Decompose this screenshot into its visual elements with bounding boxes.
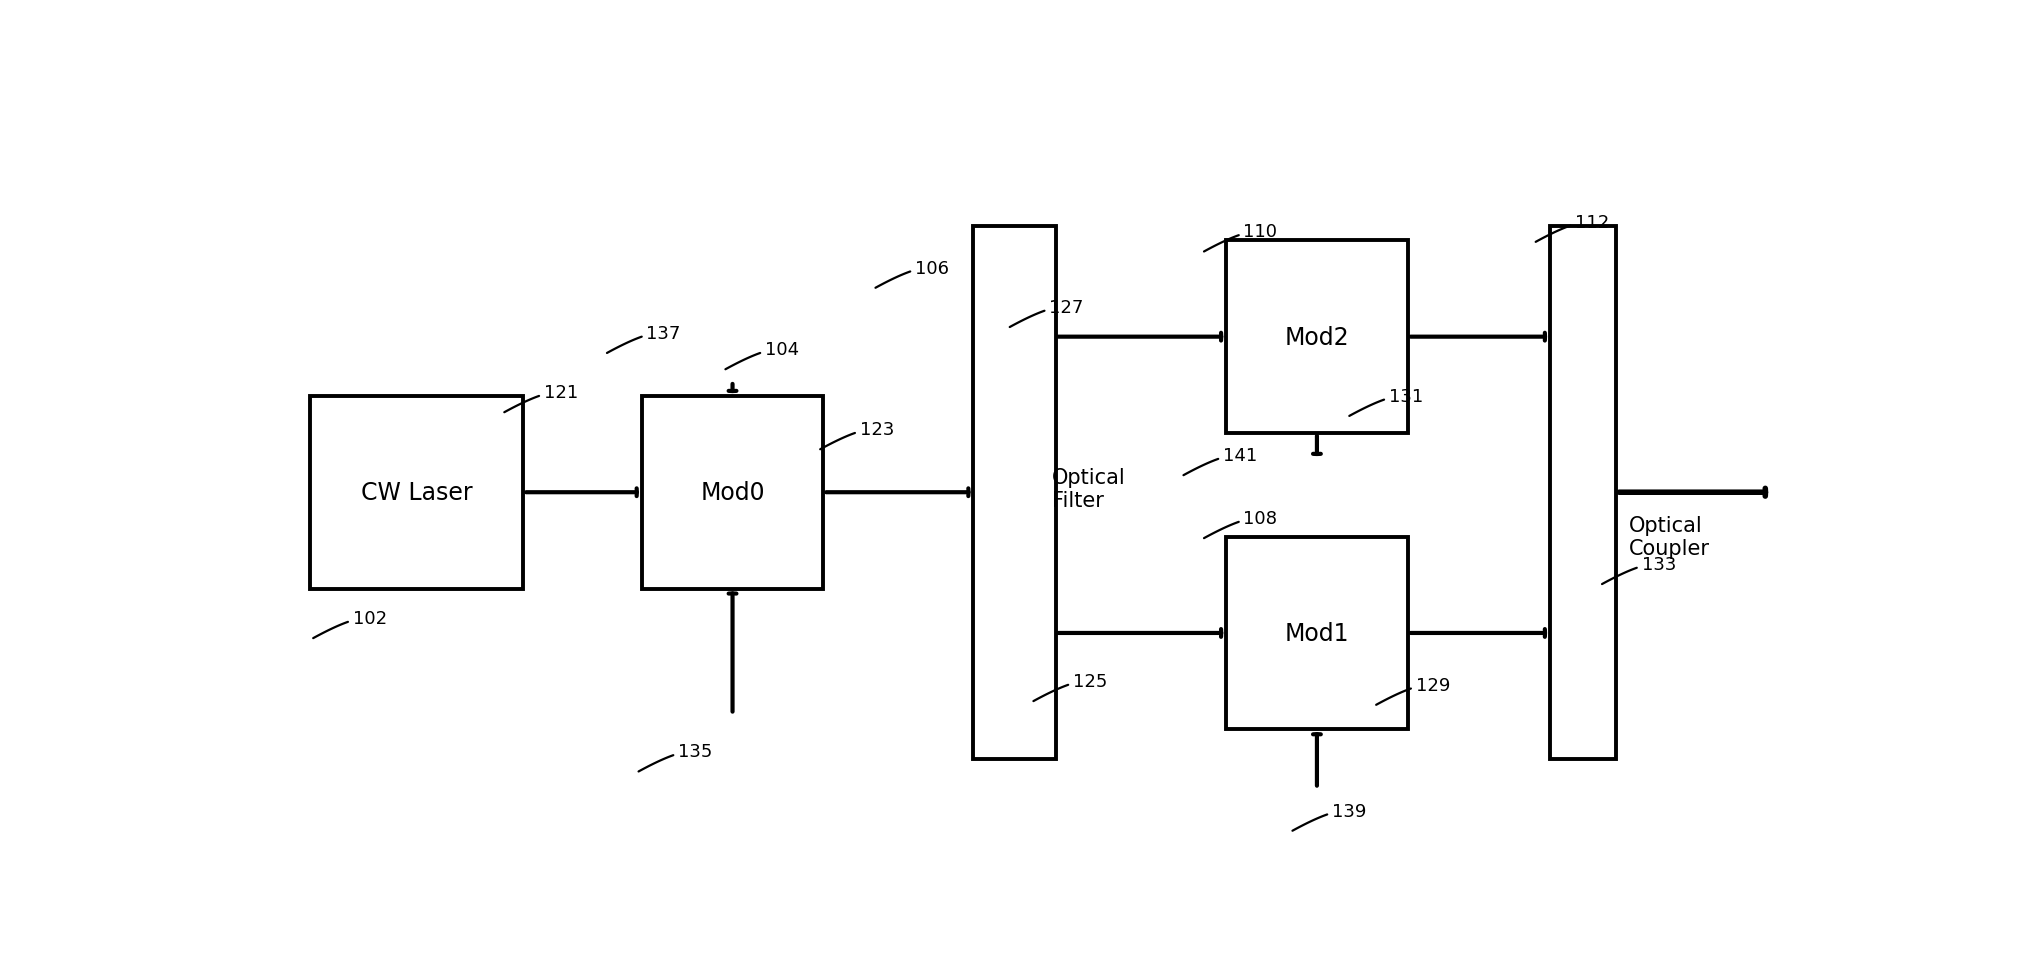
Text: 127: 127 xyxy=(1050,299,1084,317)
FancyBboxPatch shape xyxy=(974,227,1056,759)
FancyBboxPatch shape xyxy=(642,397,823,589)
FancyBboxPatch shape xyxy=(1227,537,1408,729)
Text: 112: 112 xyxy=(1575,213,1610,232)
Text: 123: 123 xyxy=(860,421,895,439)
Text: 137: 137 xyxy=(646,325,681,343)
Text: Mod2: Mod2 xyxy=(1284,326,1349,349)
Text: 133: 133 xyxy=(1641,555,1675,574)
Text: 108: 108 xyxy=(1243,509,1278,528)
Text: 104: 104 xyxy=(764,341,799,358)
FancyBboxPatch shape xyxy=(1549,227,1616,759)
Text: CW Laser: CW Laser xyxy=(361,480,473,505)
Text: 141: 141 xyxy=(1223,447,1257,465)
Text: 131: 131 xyxy=(1388,387,1423,406)
Text: 135: 135 xyxy=(679,743,713,761)
Text: 139: 139 xyxy=(1333,801,1365,820)
Text: 106: 106 xyxy=(915,259,950,278)
Text: 129: 129 xyxy=(1416,677,1449,694)
Text: Optical
Coupler: Optical Coupler xyxy=(1628,515,1710,558)
Text: 102: 102 xyxy=(353,609,387,628)
FancyBboxPatch shape xyxy=(1227,241,1408,433)
Text: Mod0: Mod0 xyxy=(701,480,764,505)
FancyBboxPatch shape xyxy=(310,397,524,589)
Text: 110: 110 xyxy=(1243,223,1278,241)
Text: Optical
Filter: Optical Filter xyxy=(1052,467,1127,510)
Text: 125: 125 xyxy=(1072,673,1107,690)
Text: 121: 121 xyxy=(544,383,579,402)
Text: Mod1: Mod1 xyxy=(1284,622,1349,645)
